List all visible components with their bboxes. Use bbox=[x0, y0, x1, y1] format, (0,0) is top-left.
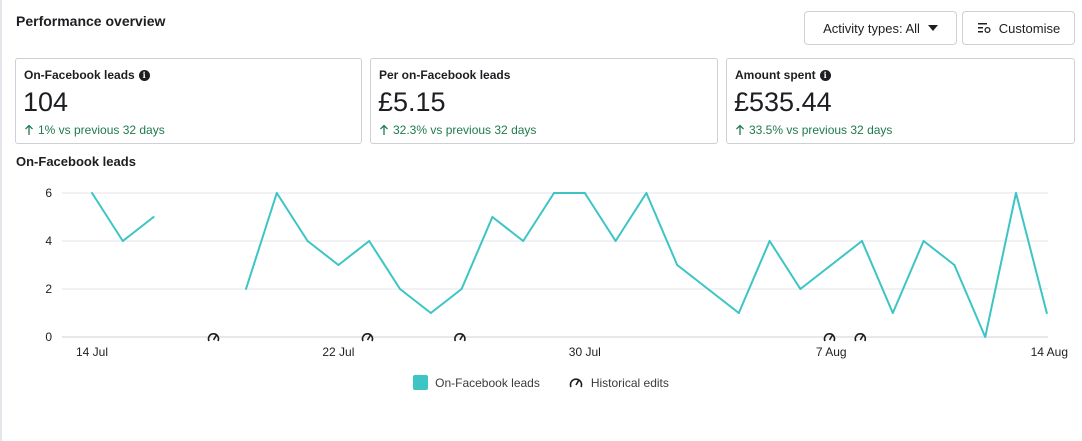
customise-label: Customise bbox=[998, 20, 1061, 36]
data-point bbox=[861, 240, 863, 242]
legend-swatch bbox=[413, 375, 429, 390]
metric-card-leads[interactable]: On-Facebook leads i 104 1% vs previous 3… bbox=[15, 58, 362, 144]
data-point bbox=[306, 240, 309, 242]
legend-label: On-Facebook leads bbox=[435, 375, 540, 390]
activity-types-dropdown[interactable]: Activity types: All bbox=[804, 11, 957, 45]
y-tick-label: 6 bbox=[45, 186, 52, 200]
chart-title: On-Facebook leads bbox=[16, 154, 136, 169]
data-point bbox=[891, 312, 894, 314]
data-point bbox=[984, 336, 987, 338]
data-point bbox=[399, 288, 401, 290]
x-tick-label: 30 Jul bbox=[569, 345, 601, 359]
card-title-text: Per on-Facebook leads bbox=[379, 68, 511, 82]
customise-icon bbox=[977, 23, 991, 34]
data-point bbox=[368, 240, 371, 242]
x-tick-label: 7 Aug bbox=[816, 345, 847, 359]
arrow-up-icon bbox=[736, 124, 744, 135]
card-title: Per on-Facebook leads bbox=[379, 68, 510, 82]
legend-label: Historical edits bbox=[590, 375, 669, 390]
series-line bbox=[91, 192, 155, 242]
data-point bbox=[522, 240, 525, 242]
chart-legend: On-Facebook leads Historical edits bbox=[0, 375, 1082, 390]
arrow-up-icon bbox=[380, 124, 388, 135]
x-tick-label: 22 Jul bbox=[322, 345, 354, 359]
data-point bbox=[768, 240, 771, 242]
left-edge bbox=[0, 0, 2, 441]
data-point bbox=[491, 216, 494, 218]
x-tick-label: 14 Jul bbox=[76, 345, 108, 359]
card-title: On-Facebook leads i bbox=[24, 68, 150, 82]
metric-card-amount-spent[interactable]: Amount spent i £535.44 33.5% vs previous… bbox=[726, 58, 1075, 144]
legend-item-historical-edits[interactable]: Historical edits bbox=[568, 375, 669, 390]
card-title: Amount spent i bbox=[735, 68, 831, 82]
historical-edit-marker[interactable] bbox=[207, 333, 220, 342]
data-point bbox=[583, 192, 586, 194]
data-point bbox=[645, 192, 648, 194]
historical-edit-marker[interactable] bbox=[454, 333, 466, 342]
card-title-text: Amount spent bbox=[735, 68, 816, 82]
x-tick-label: 14 Aug bbox=[1031, 345, 1068, 359]
data-point bbox=[429, 312, 432, 314]
data-point bbox=[953, 264, 956, 266]
data-point bbox=[553, 192, 555, 194]
card-delta: 32.3% vs previous 32 days bbox=[379, 123, 536, 137]
info-icon[interactable]: i bbox=[138, 69, 150, 81]
card-delta-text: 1% vs previous 32 days bbox=[38, 123, 165, 137]
historical-edit-marker[interactable] bbox=[823, 333, 836, 342]
y-tick-label: 2 bbox=[45, 282, 52, 296]
activity-types-label: Activity types: All bbox=[823, 20, 920, 36]
series-line bbox=[245, 192, 679, 314]
data-point bbox=[460, 288, 463, 290]
data-point bbox=[737, 312, 740, 314]
info-icon[interactable]: i bbox=[819, 69, 831, 81]
data-point bbox=[922, 240, 925, 242]
data-point bbox=[121, 240, 124, 242]
data-point bbox=[152, 216, 155, 218]
data-point bbox=[245, 288, 247, 290]
metric-card-cost-per-lead[interactable]: Per on-Facebook leads £5.15 32.3% vs pre… bbox=[370, 58, 718, 144]
card-title-text: On-Facebook leads bbox=[24, 68, 135, 82]
card-value: £5.15 bbox=[378, 87, 446, 117]
card-delta: 1% vs previous 32 days bbox=[24, 123, 165, 137]
data-point bbox=[614, 240, 617, 242]
data-point bbox=[830, 264, 833, 266]
legend-item-leads[interactable]: On-Facebook leads bbox=[413, 375, 540, 390]
data-point bbox=[1045, 312, 1048, 314]
historical-edit-marker[interactable] bbox=[854, 333, 867, 342]
card-delta-text: 33.5% vs previous 32 days bbox=[749, 123, 893, 137]
card-delta: 33.5% vs previous 32 days bbox=[735, 123, 892, 137]
caret-down-icon bbox=[927, 25, 938, 31]
customise-button[interactable]: Customise bbox=[962, 11, 1075, 45]
data-point bbox=[337, 264, 340, 266]
series-line bbox=[676, 192, 1048, 338]
page-title: Performance overview bbox=[16, 13, 166, 29]
historical-edit-marker[interactable] bbox=[361, 333, 374, 342]
y-tick-label: 0 bbox=[45, 330, 52, 344]
leads-line-chart[interactable]: 0 2 4 6 14 Jul 22 Jul 30 Jul 7 Aug 14 Aug bbox=[0, 175, 1082, 365]
data-point bbox=[799, 288, 802, 290]
card-value: £535.44 bbox=[734, 87, 832, 117]
card-delta-text: 32.3% vs previous 32 days bbox=[393, 123, 537, 137]
card-value: 104 bbox=[23, 87, 69, 117]
data-point bbox=[275, 192, 278, 194]
data-point bbox=[91, 192, 93, 194]
data-point bbox=[676, 264, 679, 266]
arrow-up-icon bbox=[25, 124, 33, 135]
historical-edit-icon bbox=[569, 377, 583, 387]
y-tick-label: 4 bbox=[45, 234, 52, 248]
data-point bbox=[1015, 192, 1017, 194]
